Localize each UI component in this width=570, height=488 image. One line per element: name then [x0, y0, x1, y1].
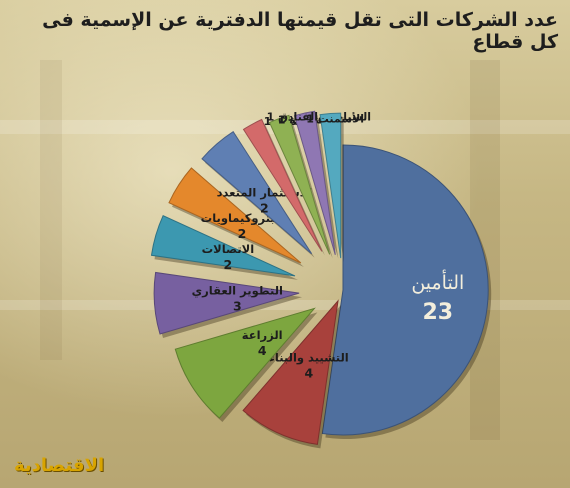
pie-slice-9: [268, 114, 331, 255]
pie-slice-3: [174, 307, 316, 419]
pie-slice-5: [150, 215, 296, 277]
pie-slice-3-label: الزراعة: [242, 328, 283, 342]
pie-slice-10-label-group: السياحة والفنادق 1: [267, 111, 371, 124]
pie-slice-6-label: البتروكيماويات: [201, 211, 284, 226]
pie-slice-10-label: السياحة والفنادق 1: [267, 111, 371, 124]
chart-title: عدد الشركات التى تقل قيمتها الدفترية عن …: [42, 9, 558, 53]
pie-slice-1-label-group: التأمين 23: [411, 269, 464, 325]
pie-slice-6-value: 2: [238, 226, 247, 241]
pie-slice-1-value: 23: [422, 300, 453, 325]
pie-slice-2-value: 4: [305, 366, 314, 381]
background-shape: [40, 60, 62, 360]
pie-slice-4: [153, 271, 300, 335]
pie-slice-5-label: الاتصالات: [202, 242, 255, 256]
pie-slice-3-value: 4: [258, 343, 267, 358]
pie-slice-4-label: التطوير العقاري: [192, 284, 283, 299]
publisher-logo: الاقتصادية: [14, 455, 105, 476]
pie-slice-7: [201, 131, 313, 255]
pie-slice-10: [293, 110, 336, 255]
pie-slice-8: [242, 118, 323, 252]
pie-slice-1: [321, 144, 489, 436]
pie-slice-11: [319, 112, 342, 259]
pie-slice-11-label-group: الأسمنت 1: [306, 111, 364, 125]
background-shape: [0, 300, 570, 310]
pie-slice-2: [242, 299, 339, 445]
pie-slice-6: [168, 167, 302, 264]
pie-slice-5-value: 2: [224, 257, 233, 272]
pie-slice-1-label: التأمين: [411, 269, 464, 294]
pie-slice-11-label: الأسمنت 1: [306, 111, 364, 125]
pie-slice-4-value: 3: [233, 299, 242, 314]
pie-slice-7-value: 2: [260, 200, 269, 215]
pie-slice-2-label: التشييد والبناء: [269, 351, 349, 366]
